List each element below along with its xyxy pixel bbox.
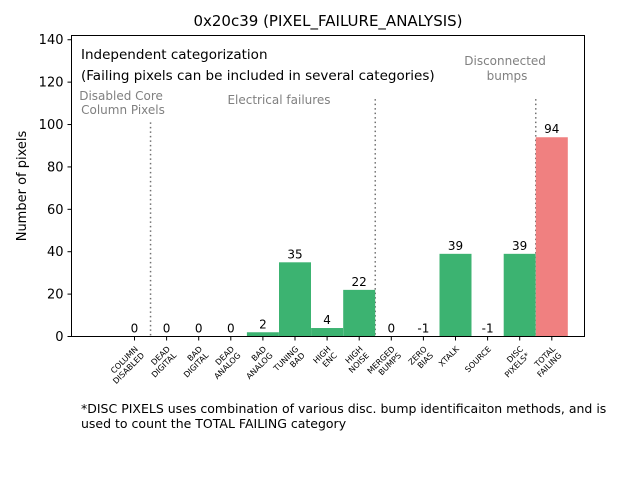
x-tick-label: TUNINGBAD xyxy=(271,345,307,381)
y-axis-label: Number of pixels xyxy=(15,130,30,241)
annotation-group-electrical: Electrical failures xyxy=(227,93,330,107)
x-tick-label: TOTALFAILING xyxy=(529,344,564,379)
bar-value-label: 0 xyxy=(387,322,395,336)
bars xyxy=(246,137,568,337)
x-tick-label: DEADDIGITAL xyxy=(144,344,179,379)
x-tick-label: ZEROBIAS xyxy=(407,345,436,374)
y-tick-label: 60 xyxy=(47,203,64,218)
bar-value-label: 4 xyxy=(323,313,331,327)
bar-value-label: 0 xyxy=(227,322,235,336)
bar-value-label: 94 xyxy=(544,122,559,136)
bar xyxy=(246,332,279,337)
bar xyxy=(439,253,472,337)
y-tick-label: 120 xyxy=(39,76,64,91)
y-tick-label: 40 xyxy=(47,245,64,260)
x-tick-label: MERGEDBUMPS xyxy=(366,345,403,382)
annotation-group-disconnected: Disconnected bumps xyxy=(464,54,550,83)
annotation-group-disconnected-line2: bumps xyxy=(487,69,528,83)
y-axis-ticks: 0 20 40 60 80 100 120 140 xyxy=(39,33,72,345)
bar-value-label: 22 xyxy=(352,275,367,289)
bar xyxy=(279,262,311,337)
group-separators xyxy=(149,99,537,337)
y-tick-label: 20 xyxy=(47,288,64,303)
bar-value-label: -1 xyxy=(417,322,429,336)
annotation-group-disabled-line1: Disabled Core xyxy=(79,89,163,103)
bar-value-label: 39 xyxy=(448,239,463,253)
bar xyxy=(311,328,344,337)
bar-value-label: 35 xyxy=(287,247,302,261)
bar-value-label: 0 xyxy=(163,322,171,336)
y-tick-label: 80 xyxy=(47,160,64,175)
plot-frame xyxy=(71,35,585,337)
chart-title: 0x20c39 (PIXEL_FAILURE_ANALYSIS) xyxy=(193,12,462,31)
x-axis-ticks: COLUMNDISABLED DEADDIGITAL BADDIGITAL DEADA… xyxy=(105,336,564,386)
bar xyxy=(503,253,536,337)
bar xyxy=(343,289,376,337)
annotation-group-disconnected-line1: Disconnected xyxy=(464,54,546,68)
x-tick-label: DISCPIXELS* xyxy=(497,344,532,379)
annotation-info-line1: Independent categorization xyxy=(81,47,268,63)
x-tick-label-line: SOURCE xyxy=(463,345,493,375)
footnote: *DISC PIXELS uses combination of various… xyxy=(81,401,607,431)
x-tick-label-line: XTALK xyxy=(437,344,461,368)
x-tick-label: COLUMNDISABLED xyxy=(105,345,146,386)
x-tick-label: BADANALOG xyxy=(238,345,274,381)
annotation-info-line2: (Failing pixels can be included in sever… xyxy=(81,68,435,84)
annotation-group-disabled: Disabled Core Column Pixels xyxy=(79,89,167,117)
bar-value-label: 2 xyxy=(259,317,267,331)
bar-value-label: 0 xyxy=(131,322,139,336)
y-tick-label: 140 xyxy=(39,33,64,48)
bar-value-label: 0 xyxy=(195,322,203,336)
x-tick-label: BADDIGITAL xyxy=(176,344,211,379)
y-tick-label: 0 xyxy=(55,330,63,345)
x-tick-label: DEADANALOG xyxy=(206,345,242,381)
bar xyxy=(535,137,568,337)
bar-value-label: -1 xyxy=(482,322,494,336)
x-tick-label: SOURCE xyxy=(463,345,493,375)
bar-value-label: 39 xyxy=(512,239,527,253)
annotation-group-disabled-line2: Column Pixels xyxy=(81,103,165,117)
x-tick-label: HIGHENC xyxy=(312,344,340,372)
value-labels: 0 0 0 0 2 35 4 22 0 -1 39 -1 39 94 xyxy=(131,122,560,335)
y-tick-label: 100 xyxy=(39,118,64,133)
x-tick-label: XTALK xyxy=(437,344,461,368)
